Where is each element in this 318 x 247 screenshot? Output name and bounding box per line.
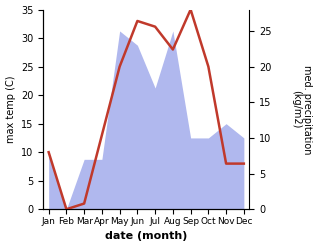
Y-axis label: max temp (C): max temp (C) <box>5 76 16 143</box>
Y-axis label: med. precipitation
(kg/m2): med. precipitation (kg/m2) <box>291 65 313 154</box>
X-axis label: date (month): date (month) <box>105 231 187 242</box>
